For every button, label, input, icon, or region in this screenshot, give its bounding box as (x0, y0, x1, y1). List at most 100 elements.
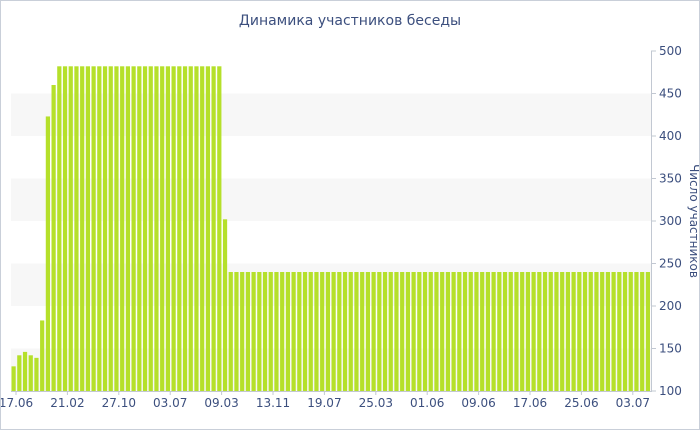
bar (228, 272, 233, 391)
bar (85, 66, 90, 392)
bar (302, 272, 308, 391)
bar (462, 272, 468, 391)
bar (240, 272, 245, 391)
bar (262, 272, 268, 391)
bar (188, 66, 193, 392)
bar (257, 272, 262, 391)
y-tick-label: 150 (659, 342, 682, 356)
y-tick-label: 300 (659, 214, 682, 228)
bar (394, 272, 399, 391)
bar (417, 272, 422, 391)
bar (245, 272, 250, 391)
bar (160, 66, 165, 392)
bar (297, 272, 302, 391)
x-tick-label: 17.06 (513, 396, 547, 410)
bar (114, 66, 119, 392)
bar (640, 272, 645, 391)
bar (80, 66, 85, 392)
bar (554, 272, 559, 391)
bar (371, 272, 376, 391)
bar (628, 272, 633, 391)
bar (411, 272, 416, 391)
bar (97, 66, 102, 392)
bar (348, 272, 353, 391)
bar (491, 272, 496, 391)
bar (120, 66, 125, 392)
bar (165, 66, 170, 392)
x-tick-label: 09.03 (204, 396, 238, 410)
bar (577, 272, 582, 391)
bar (211, 66, 216, 392)
bar (600, 272, 605, 391)
y-tick-label: 350 (659, 172, 682, 186)
bar (451, 272, 456, 391)
bar (251, 272, 256, 391)
bar (588, 272, 593, 391)
bar (480, 272, 485, 391)
bar (520, 272, 525, 391)
bar (365, 272, 370, 391)
bar (194, 66, 199, 392)
bar (182, 66, 188, 392)
bar (508, 272, 513, 391)
x-tick-label: 03.07 (153, 396, 187, 410)
bar (434, 272, 439, 391)
bar (360, 272, 365, 391)
bar (342, 272, 348, 391)
chart-title: Динамика участников беседы (238, 13, 462, 29)
bar (514, 272, 519, 391)
bar (422, 272, 428, 391)
bar (125, 66, 130, 392)
bar (91, 66, 96, 392)
bar (102, 66, 108, 392)
bar (537, 272, 542, 391)
x-tick-label: 13.11 (256, 396, 290, 410)
bar (337, 272, 342, 391)
bar (137, 66, 142, 392)
bar (428, 272, 433, 391)
bar (74, 66, 79, 392)
bar (325, 272, 330, 391)
bar (617, 272, 622, 391)
bar (440, 272, 445, 391)
bar (560, 272, 565, 391)
x-tick-label: 17.06 (1, 396, 33, 410)
bar (11, 366, 16, 391)
y-tick-label: 500 (659, 44, 682, 58)
bar (485, 272, 490, 391)
bar (571, 272, 576, 391)
bar (531, 272, 536, 391)
bar (474, 272, 479, 391)
bar (502, 272, 508, 391)
y-tick-label: 450 (659, 87, 682, 101)
bar (51, 85, 56, 391)
bar (405, 272, 410, 391)
bar (131, 66, 136, 392)
bar (605, 272, 610, 391)
x-tick-label: 01.06 (410, 396, 444, 410)
bar (445, 272, 450, 391)
bar (314, 272, 319, 391)
bar (548, 272, 553, 391)
x-tick-label: 25.06 (564, 396, 598, 410)
bar (497, 272, 502, 391)
bar (645, 272, 650, 391)
bar (377, 272, 382, 391)
bar (400, 272, 405, 391)
bar (222, 219, 228, 391)
bar (217, 66, 222, 392)
bar (234, 272, 239, 391)
bar (331, 272, 336, 391)
bar (17, 355, 22, 391)
bar (594, 272, 599, 391)
x-tick-label: 25.03 (359, 396, 393, 410)
bar (285, 272, 290, 391)
bar (320, 272, 325, 391)
y-axis-label: Число участников (687, 164, 700, 278)
bar (622, 272, 628, 391)
bar (354, 272, 359, 391)
bar (148, 66, 153, 392)
bar (280, 272, 285, 391)
bar (171, 66, 176, 392)
